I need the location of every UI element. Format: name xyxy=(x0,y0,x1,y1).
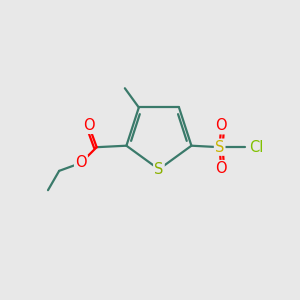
Text: S: S xyxy=(215,140,224,155)
Text: O: O xyxy=(83,118,94,133)
Text: S: S xyxy=(154,162,164,177)
Text: O: O xyxy=(75,155,87,170)
Text: O: O xyxy=(215,118,227,133)
Text: O: O xyxy=(215,161,227,176)
Text: Cl: Cl xyxy=(249,140,264,155)
